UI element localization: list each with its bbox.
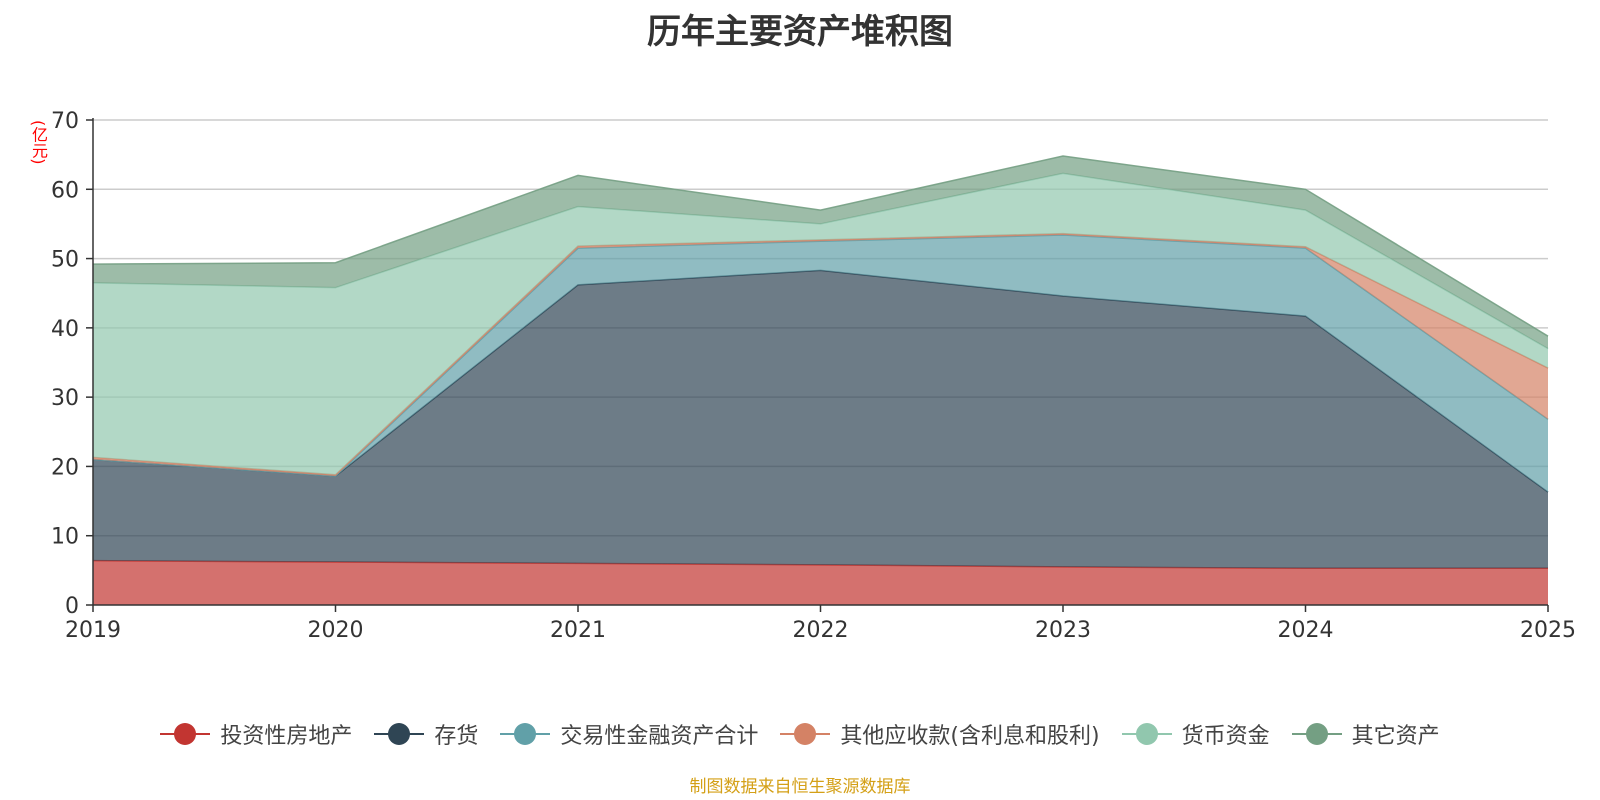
x-tick-label: 2025 — [1520, 618, 1576, 643]
area-series-2 — [93, 235, 1548, 493]
y-tick-label: 20 — [51, 455, 79, 480]
x-tick-label: 2024 — [1278, 618, 1334, 643]
axes: 0 10 20 30 40 50 60 70 2019 2020 2021 2022 2023 2024 2… — [51, 109, 1576, 643]
legend-label: 存货 — [434, 724, 479, 749]
legend-marker-icon — [780, 722, 831, 746]
x-tick-label: 2020 — [308, 618, 364, 643]
x-tick-label: 2021 — [550, 618, 606, 643]
y-axis-unit: (亿元) — [29, 120, 48, 165]
legend: 投资性房地产 存货 交易性金融资产合计 其他应收款(含利息和股利) 货币资金 其它资产 — [0, 718, 1600, 750]
y-tick-label: 30 — [51, 386, 79, 411]
area-series-0 — [93, 560, 1548, 605]
legend-marker-icon — [500, 722, 551, 746]
legend-item-0[interactable]: 投资性房地产 — [160, 718, 352, 750]
legend-marker-icon — [1121, 722, 1172, 746]
y-tick-label: 70 — [51, 109, 79, 134]
legend-marker-icon — [160, 722, 211, 746]
x-tick-label: 2019 — [65, 618, 121, 643]
legend-marker-icon — [1291, 722, 1342, 746]
y-tick-label: 50 — [51, 248, 79, 273]
x-tick-label: 2023 — [1035, 618, 1091, 643]
legend-label: 其他应收款(含利息和股利) — [840, 724, 1100, 749]
y-tick-label: 10 — [51, 525, 79, 550]
y-tick-label: 40 — [51, 317, 79, 342]
legend-item-4[interactable]: 货币资金 — [1121, 718, 1270, 750]
area-line-series-5 — [92, 155, 1549, 337]
area-series-4 — [93, 173, 1548, 475]
legend-item-3[interactable]: 其他应收款(含利息和股利) — [780, 718, 1100, 750]
legend-label: 投资性房地产 — [220, 724, 353, 749]
y-tick-label: 60 — [51, 178, 79, 203]
legend-item-2[interactable]: 交易性金融资产合计 — [500, 718, 758, 750]
chart-title: 历年主要资产堆积图 — [647, 12, 953, 52]
legend-item-1[interactable]: 存货 — [374, 718, 478, 750]
legend-marker-icon — [374, 722, 425, 746]
x-tick-label: 2022 — [793, 618, 849, 643]
y-tick-label: 0 — [65, 594, 79, 619]
legend-label: 交易性金融资产合计 — [560, 724, 759, 749]
stacked-areas — [92, 155, 1549, 605]
area-series-1 — [93, 270, 1548, 569]
source-note: 制图数据来自恒生聚源数据库 — [689, 777, 911, 797]
area-series-5 — [93, 156, 1548, 349]
legend-item-5[interactable]: 其它资产 — [1291, 718, 1440, 750]
legend-label: 其它资产 — [1351, 724, 1440, 749]
legend-label: 货币资金 — [1181, 724, 1270, 749]
